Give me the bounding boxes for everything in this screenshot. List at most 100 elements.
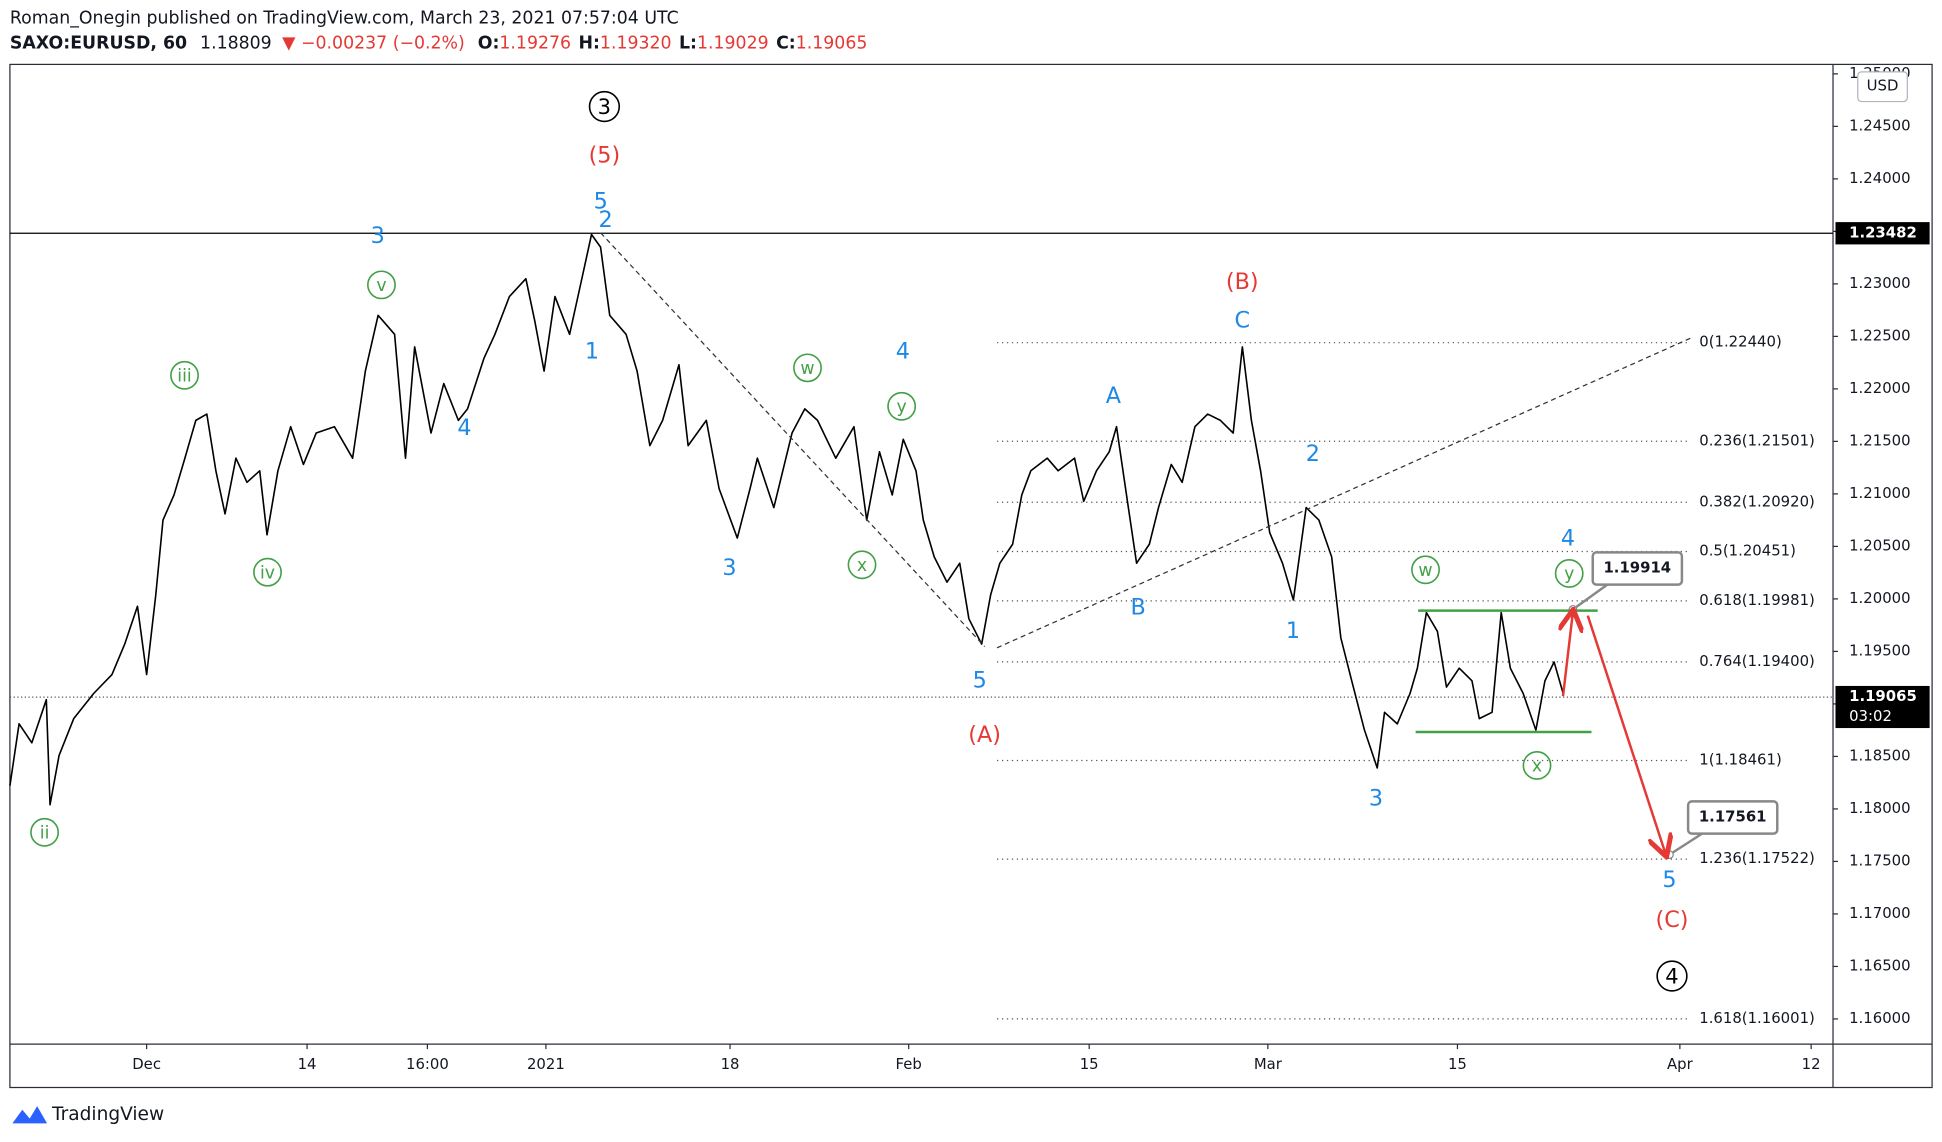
- last-price: 1.18809: [200, 33, 272, 53]
- wave-label: 5: [1662, 867, 1676, 893]
- wave-label: B: [1131, 595, 1146, 621]
- wave-circle: [170, 360, 199, 390]
- wave-label: A: [1106, 383, 1122, 409]
- y-tick-label: 1.20500: [1849, 536, 1910, 554]
- plot: 1.16000 1.16500 1.17000 1.17500 1.18000 1.185…: [9, 64, 1930, 1073]
- header-quote: SAXO:EURUSD, 60 1.18809 ▼ −0.00237 (−0.2…: [10, 33, 867, 53]
- wave-circle: [1656, 960, 1688, 992]
- ohlc-key: O:: [478, 33, 500, 53]
- brand: TradingView: [51, 1104, 164, 1125]
- countdown: 03:02: [1849, 707, 1892, 725]
- currency: USD: [1867, 77, 1899, 95]
- fib-label: 0.618(1.19981): [1699, 591, 1815, 609]
- wave-circle: [887, 391, 917, 421]
- wave-label: (C): [1656, 907, 1689, 933]
- wave-label: (5): [589, 143, 621, 169]
- wave-circle: [30, 817, 60, 847]
- ohlc: O:1.19276 H:1.19320 L:1.19029 C:1.19065: [478, 33, 868, 53]
- chart-frame: [9, 63, 1933, 1089]
- change: ▼ −0.00237 (−0.2%): [282, 33, 465, 53]
- callout-anchor: [1665, 850, 1674, 859]
- x-tick-label: Apr: [1667, 1055, 1694, 1073]
- wave-label: 5: [973, 668, 987, 694]
- callout-box: [1686, 800, 1779, 835]
- wave-label: ii: [40, 824, 50, 844]
- wave-label: 2: [1306, 441, 1320, 467]
- wave-label: w: [800, 359, 814, 379]
- arrow: [1563, 612, 1573, 697]
- symbol: SAXO:EURUSD, 60: [10, 33, 187, 53]
- trend-line: [996, 337, 1691, 649]
- ohlc-value: 1.19320: [600, 33, 672, 53]
- wave-label: 4: [1665, 963, 1678, 988]
- fib-label: 1.618(1.16001): [1699, 1009, 1815, 1027]
- y-tick-label: 1.20000: [1849, 589, 1910, 607]
- x-tick-label: 15: [1448, 1055, 1467, 1073]
- wave-label: 1: [1286, 618, 1300, 644]
- x-tick-label: 15: [1080, 1055, 1099, 1073]
- wave-label: 2: [599, 207, 613, 233]
- x-tick-label: 12: [1802, 1055, 1821, 1073]
- wave-circle: [1522, 751, 1552, 780]
- ohlc-key: L:: [679, 33, 697, 53]
- wave-label: 3: [1369, 785, 1383, 811]
- y-tick-label: 1.18500: [1849, 746, 1910, 764]
- wave-circle: [588, 90, 621, 123]
- y-tick-label: 1.23000: [1849, 274, 1910, 292]
- wave-circle: [793, 353, 822, 383]
- y-tick-label: 1.21500: [1849, 431, 1910, 449]
- y-tick-label: 1.19500: [1849, 641, 1910, 659]
- fib-label: 0.5(1.20451): [1699, 542, 1796, 560]
- wave-label: x: [1532, 757, 1542, 777]
- y-tick-label: 1.24000: [1849, 169, 1910, 187]
- y-tick-label: 1.17000: [1849, 904, 1910, 922]
- x-tick-label: 18: [721, 1055, 740, 1073]
- wave-label: C: [1234, 307, 1250, 333]
- y-tick-label: 1.16500: [1849, 956, 1910, 974]
- ohlc-key: C:: [776, 33, 796, 53]
- wave-label: 4: [457, 415, 471, 441]
- y-tick-label: 1.22500: [1849, 326, 1910, 344]
- trend-line: [600, 232, 986, 647]
- fib-label: 0.236(1.21501): [1699, 431, 1815, 449]
- wave-label: 3: [598, 94, 611, 119]
- callout-label: 1.19914: [1603, 559, 1671, 577]
- x-tick-label: Mar: [1254, 1055, 1283, 1073]
- wave-label: (B): [1226, 269, 1259, 295]
- callout-box: [1591, 551, 1684, 586]
- price-line: [9, 233, 1564, 806]
- wave-circle: [847, 550, 877, 580]
- current-price: 1.19065: [1849, 687, 1917, 705]
- wave-circle: [1554, 559, 1584, 588]
- wave-label: iii: [177, 367, 191, 387]
- callout-label: 1.17561: [1699, 807, 1767, 825]
- currency-box: [1857, 71, 1908, 103]
- wave-label: w: [1418, 561, 1432, 581]
- fib-label: 0.382(1.20920): [1699, 492, 1815, 510]
- fib-label: 0(1.22440): [1699, 333, 1781, 351]
- ohlc-value: 1.19029: [697, 33, 769, 53]
- wave-circle: [367, 270, 396, 300]
- x-tick-label: 14: [298, 1055, 317, 1073]
- wave-circle: [1411, 555, 1440, 585]
- wave-circle: [253, 557, 282, 587]
- wave-label: (A): [968, 722, 1001, 748]
- arrow: [1586, 615, 1666, 855]
- wave-label: 4: [896, 338, 910, 364]
- wave-label: 3: [371, 223, 385, 249]
- brand-logo: [12, 1106, 48, 1124]
- fib-label: 1.236(1.17522): [1699, 849, 1815, 867]
- y-tick-label: 1.24500: [1849, 116, 1910, 134]
- price-label: 1.23482: [1849, 223, 1917, 241]
- wave-label: x: [857, 556, 867, 576]
- x-tick-label: Dec: [132, 1055, 161, 1073]
- wave-label: v: [376, 276, 386, 296]
- wave-label: 3: [722, 555, 736, 581]
- y-tick-label: 1.17500: [1849, 851, 1910, 869]
- price-label-box: [1835, 222, 1930, 245]
- y-tick-label: 1.18000: [1849, 799, 1910, 817]
- x-tick-label: 2021: [527, 1055, 565, 1073]
- ohlc-key: H:: [578, 33, 599, 53]
